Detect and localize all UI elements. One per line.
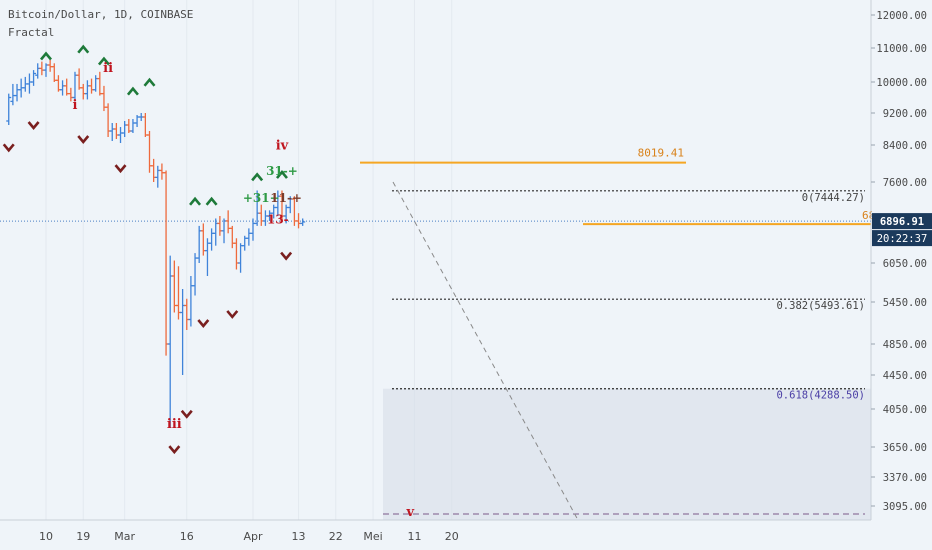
fractal-down-marker [280, 251, 293, 261]
time-tick-label: Apr [243, 530, 263, 543]
fractal-up-marker [143, 77, 156, 87]
price-axis-background [872, 0, 932, 550]
ohlc-bar [31, 70, 37, 86]
fractal-down-marker [168, 445, 181, 455]
elliott-wave-label: iv [276, 139, 289, 154]
price-tick-label: 3650.00 [883, 442, 927, 454]
price-tick-label: 11000.00 [876, 43, 927, 55]
elliott-wave-label: i [73, 98, 78, 113]
td-sequential-label: 31-+ [266, 164, 298, 178]
current-price-badge [872, 213, 932, 230]
fib-level-label: 0.618(4288.50) [776, 390, 865, 402]
elliott-wave-label: v [406, 505, 415, 520]
time-tick-label: 13 [292, 530, 306, 543]
price-tick-label: 12000.00 [876, 10, 927, 22]
time-tick-label: Mar [114, 530, 135, 543]
bar-countdown: 20:22:37 [877, 233, 928, 245]
ohlc-bar [6, 93, 12, 125]
time-tick-label: 19 [76, 530, 90, 543]
time-axis[interactable]: 10 19 Mar 16 Apr 13 22 Mei 11 20 [39, 530, 459, 543]
price-tick-label: 4850.00 [883, 339, 927, 351]
price-tick-label: 10000.00 [876, 77, 927, 89]
price-tick-label: 3095.00 [883, 501, 927, 513]
price-tick-label: 3370.00 [883, 472, 927, 484]
indicator-name: Fractal [8, 26, 55, 39]
fractal-up-marker [40, 51, 52, 61]
time-tick-label: 22 [329, 530, 343, 543]
price-tick-label: 6050.00 [883, 258, 927, 270]
fractal-down-marker [197, 319, 210, 329]
fractal-up-marker [251, 172, 264, 182]
resistance-label: 8019.41 [638, 147, 684, 160]
td-sequential-label: +31+ [243, 191, 280, 205]
fractal-up-marker [189, 196, 202, 206]
fractal-up-marker [77, 44, 90, 54]
time-tick-label: 11 [407, 530, 421, 543]
td-sequential-label: 13- [267, 212, 289, 226]
fractal-up-marker [275, 170, 288, 179]
fractal-up-marker [97, 56, 110, 66]
orange-label-peek: 68 [862, 209, 875, 222]
price-tick-label: 8400.00 [883, 140, 927, 152]
price-tick-label: 4050.00 [883, 404, 927, 416]
fractal-down-marker [27, 121, 40, 131]
current-price-value: 6896.91 [880, 216, 924, 228]
horizontal-levels: 8019.41 0(7444.27) 68 0.382(5493.61) 0.618(4… [0, 147, 875, 515]
projection-shaded-zone [383, 388, 871, 520]
fib-level-label: 0(7444.27) [802, 192, 865, 204]
fractal-up-marker [205, 196, 218, 206]
countdown-badge [872, 230, 932, 247]
time-tick-label: 20 [445, 530, 459, 543]
price-tick-label: 5450.00 [883, 297, 927, 309]
symbol-title: Bitcoin/Dollar, 1D, COINBASE [8, 8, 194, 21]
fractal-down-marker [2, 143, 15, 153]
time-tick-label: Mei [363, 530, 382, 543]
ohlc-bars [6, 59, 306, 428]
fractal-up-marker [126, 86, 139, 96]
time-tick-label: 16 [180, 530, 194, 543]
ohlc-bar [300, 218, 306, 226]
fractal-down-marker [114, 164, 127, 174]
fractal-markers [2, 44, 293, 455]
fractal-down-marker [180, 409, 193, 419]
dashed-trendline [392, 181, 579, 521]
td-sequential-label: 11-+ [270, 191, 302, 205]
price-axis[interactable]: 12000.00 11000.00 10000.00 9200.00 8400.00 76… [871, 0, 932, 550]
elliott-wave-label: iii [167, 417, 182, 432]
price-tick-label: 9200.00 [883, 108, 927, 120]
price-tick-label: 7600.00 [883, 177, 927, 189]
fractal-down-marker [226, 310, 239, 319]
fib-level-label: 0.382(5493.61) [776, 300, 865, 312]
price-tick-label: 4450.00 [883, 370, 927, 382]
elliott-wave-label: ii [103, 61, 113, 76]
time-tick-label: 10 [39, 530, 53, 543]
fractal-down-marker [77, 135, 90, 145]
